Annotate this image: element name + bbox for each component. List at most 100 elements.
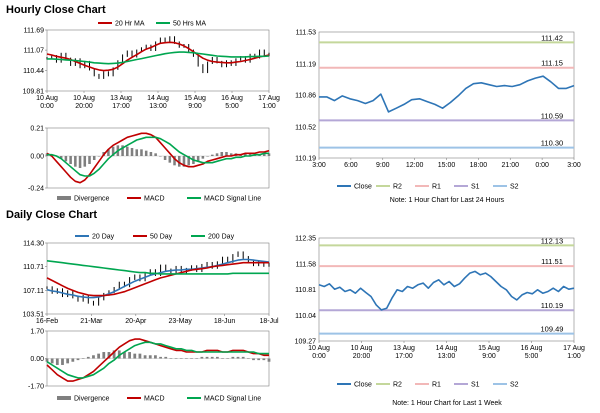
daily-macd-legend-2-label: MACD Signal Line xyxy=(204,396,261,403)
hourly-price-ma50-line xyxy=(47,51,270,65)
hourly-price-xaxis-label-0-time: 0:00 xyxy=(40,103,54,110)
hourly-price-xaxis-label-6-date: 17 Aug xyxy=(258,95,280,102)
daily-macd-divergence-bar-35 xyxy=(226,358,230,359)
hourly-macd-divergence-bar-11 xyxy=(97,156,101,157)
hourly-close-legend-4-label: S2 xyxy=(510,184,519,191)
daily-close-xaxis-label-3-date: 14 Aug xyxy=(436,345,458,352)
hourly-close-xaxis-label-7: 0:00 xyxy=(535,162,549,169)
daily-macd-divergence-bar-9 xyxy=(92,355,95,359)
daily-macd-yaxis-label-1: 0.00 xyxy=(30,356,44,363)
daily-macd-divergence-bar-17 xyxy=(133,353,137,359)
daily-close-close-line xyxy=(318,270,575,311)
hourly-close-level-s1-label: 110.59 xyxy=(541,111,563,120)
daily-macd-divergence-bar-20 xyxy=(148,355,152,359)
daily-close-yaxis-label-2: 110.81 xyxy=(295,287,316,294)
hourly-macd-divergence-bar-37 xyxy=(220,152,224,156)
hourly-macd-divergence-bar-43 xyxy=(248,153,252,156)
hourly-macd-divergence-bar-7 xyxy=(78,156,82,168)
daily-section-title: Daily Close Chart xyxy=(6,209,98,221)
hourly-macd-divergence-bar-17 xyxy=(126,146,129,156)
daily-macd-divergence-bar-37 xyxy=(236,356,240,359)
hourly-macd-divergence-bar-36 xyxy=(215,153,219,156)
daily-close-xaxis-label-0-date: 10 Aug xyxy=(308,345,330,352)
daily-macd-divergence-bar-41 xyxy=(257,358,261,361)
daily-close-xaxis-label-2-time: 17:00 xyxy=(395,353,413,360)
daily-macd-divergence-bar-43 xyxy=(267,358,271,362)
daily-price-legend-1-label: 50 Day xyxy=(150,234,173,241)
daily-close-level-s2-label: 109.49 xyxy=(541,325,564,334)
daily-close-xaxis-label-0-time: 0:00 xyxy=(312,353,326,360)
daily-price-yaxis-label-0: 114.30 xyxy=(23,241,44,248)
hourly-price-xaxis-label-4-time: 9:00 xyxy=(188,103,202,110)
hourly-macd-divergence-bar-35 xyxy=(211,154,214,156)
hourly-macd-divergence-bar-10 xyxy=(92,156,96,160)
hourly-macd-macd-line xyxy=(46,132,270,184)
daily-close-frame xyxy=(318,237,575,342)
daily-price-xaxis-label-4: 18-Jun xyxy=(214,318,236,325)
daily-macd-divergence-bar-0 xyxy=(45,358,49,362)
daily-macd-divergence-bar-36 xyxy=(231,356,235,359)
daily-macd-divergence-bar-28 xyxy=(190,358,193,359)
daily-close-xaxis-label-5-time: 5:00 xyxy=(525,353,539,360)
hourly-macd-divergence-bar-23 xyxy=(154,153,157,156)
daily-macd-divergence-bar-7 xyxy=(81,358,85,359)
daily-macd-legend-1-label: MACD xyxy=(144,396,165,403)
daily-macd-divergence-bar-15 xyxy=(123,352,126,359)
hourly-macd-divergence-bar-30 xyxy=(187,156,190,166)
hourly-close-xaxis-label-0: 3:00 xyxy=(312,162,326,169)
hourly-close-frame xyxy=(318,31,575,159)
hourly-macd-divergence-bar-24 xyxy=(159,156,162,157)
hourly-close-yaxis-label-1: 111.19 xyxy=(296,61,316,68)
daily-close-xaxis-label-2-date: 13 Aug xyxy=(393,345,415,352)
daily-price-legend-2-label: 200 Day xyxy=(208,234,235,241)
daily-macd-divergence-bar-39 xyxy=(246,358,250,359)
daily-close-legend-3-label: S1 xyxy=(471,382,480,389)
hourly-price-xaxis-label-3-date: 14 Aug xyxy=(147,95,169,102)
daily-macd-divergence-bar-38 xyxy=(241,356,245,359)
daily-price-xaxis-label-3: 23-May xyxy=(169,318,193,325)
hourly-price-legend-1-label: 50 Hrs MA xyxy=(173,21,206,28)
hourly-macd-divergence-bar-21 xyxy=(144,150,148,156)
daily-macd-divergence-bar-2 xyxy=(55,358,59,365)
daily-close-xaxis-label-3-time: 13:00 xyxy=(438,353,456,360)
hourly-close-legend-1-label: R2 xyxy=(393,184,402,191)
daily-close-xaxis-label-6-time: 1:00 xyxy=(567,353,581,360)
daily-close-yaxis-label-1: 111.58 xyxy=(296,261,316,268)
hourly-macd-divergence-bar-33 xyxy=(201,156,205,159)
hourly-macd-divergence-bar-19 xyxy=(135,149,139,156)
daily-close-xaxis-label-5-date: 16 Aug xyxy=(521,345,543,352)
daily-price-xaxis-label-1: 21-Mar xyxy=(80,318,103,325)
daily-price-yaxis-label-2: 107.11 xyxy=(23,288,44,295)
daily-macd-divergence-bar-33 xyxy=(215,356,219,359)
hourly-price-xaxis-label-0-date: 10 Aug xyxy=(36,95,58,102)
hourly-macd-divergence-bar-20 xyxy=(140,149,143,156)
daily-macd-divergence-bar-5 xyxy=(71,358,75,362)
daily-close-legend-1-label: R2 xyxy=(393,382,402,389)
daily-price-legend-0-label: 20 Day xyxy=(92,234,115,241)
hourly-macd-divergence-bar-46 xyxy=(263,153,266,156)
daily-macd-divergence-bar-32 xyxy=(210,356,214,359)
hourly-macd-legend-0-label: Divergence xyxy=(74,196,110,203)
hourly-macd-divergence-bar-32 xyxy=(196,156,200,162)
hourly-macd-divergence-bar-28 xyxy=(177,156,181,167)
daily-close-level-r2-label: 112.13 xyxy=(541,236,563,245)
hourly-close-level-s2-label: 110.30 xyxy=(541,139,563,148)
hourly-macd-divergence-bar-34 xyxy=(206,156,209,157)
daily-macd-divergence-bar-29 xyxy=(195,358,199,359)
hourly-price-legend-0-label: 20 Hr MA xyxy=(115,21,145,28)
hourly-macd-signal-line xyxy=(47,136,269,177)
hourly-macd-divergence-bar-39 xyxy=(229,153,233,156)
daily-macd-divergence-bar-34 xyxy=(221,358,224,359)
hourly-price-xaxis-label-3-time: 13:00 xyxy=(149,103,167,110)
hourly-price-xaxis-label-6-time: 1:00 xyxy=(262,103,276,110)
hourly-close-legend-3-label: S1 xyxy=(471,184,480,191)
hourly-macd-divergence-bar-47 xyxy=(267,153,271,156)
daily-macd-divergence-bar-30 xyxy=(200,356,204,359)
daily-macd-divergence-bar-8 xyxy=(86,356,90,359)
daily-macd-divergence-bar-25 xyxy=(174,358,178,359)
daily-close-legend-2-label: R1 xyxy=(432,382,441,389)
hourly-close-legend-2-label: R1 xyxy=(432,184,441,191)
hourly-macd-divergence-bar-13 xyxy=(107,149,110,156)
hourly-price-yaxis-label-1: 111.07 xyxy=(24,48,44,55)
